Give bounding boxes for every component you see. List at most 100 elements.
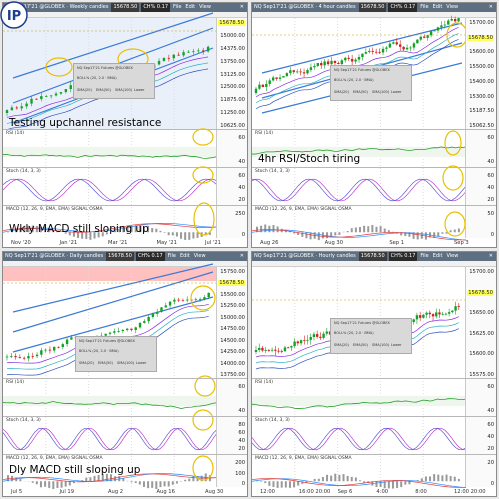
rsi-line [252, 398, 467, 409]
macd-line [3, 223, 218, 233]
macd-histogram-bar [433, 232, 436, 238]
candle-body [192, 51, 195, 53]
overbought-zone [3, 267, 217, 281]
macd-histogram-bar [321, 477, 324, 482]
candle-body [264, 350, 267, 351]
menu-view[interactable]: View [446, 4, 459, 10]
last-price: 15678.50 [358, 3, 387, 12]
candle-body [402, 46, 405, 50]
macd-histogram-bar [138, 481, 141, 485]
candle-body [113, 331, 116, 333]
close-icon[interactable]: ✕ [488, 253, 493, 259]
candle-body [337, 63, 340, 65]
menu-file[interactable]: File [167, 253, 177, 259]
window-title-bar[interactable]: NQ Sep17'21 @GLOBEX · Hourly candles 1567… [252, 252, 496, 261]
macd-histogram-bar [437, 474, 440, 482]
price-axis-label: 14000.00 [220, 360, 245, 367]
candle-body [187, 51, 190, 53]
legend-ma: SMA(20) [77, 88, 92, 92]
menu-file[interactable]: File [173, 4, 182, 10]
menu-view[interactable]: View [193, 253, 206, 259]
menu-edit[interactable]: Edit [432, 253, 443, 259]
highlight-circle [192, 409, 214, 431]
macd-histogram-bar [159, 481, 162, 488]
chart-toolbar[interactable] [3, 12, 247, 18]
candle-body [453, 18, 457, 22]
candle-body [265, 83, 268, 88]
macd-title: MACD (12, 26, 9, EMA, EMA) SIGNAL OSMA [255, 207, 352, 212]
chart-toolbar[interactable] [252, 12, 496, 18]
candle-body [121, 329, 125, 332]
macd-histogram-bar [192, 232, 195, 239]
macd-histogram-bar [359, 227, 361, 233]
candle-body [35, 354, 39, 357]
macd-histogram-bar [122, 478, 125, 482]
menu-view[interactable]: View [199, 4, 211, 10]
menu-edit[interactable]: Edit [432, 4, 443, 10]
stoch-axis-label: 40 [487, 434, 494, 440]
macd-histogram-bar [363, 225, 366, 233]
candle-body [157, 60, 161, 65]
close-icon[interactable]: ✕ [239, 253, 244, 259]
menu-edit[interactable]: Edit [180, 253, 190, 259]
window-title-bar[interactable]: NQ Sep17'21 @GLOBEX · Daily candles 15678… [3, 252, 247, 261]
rsi-line [252, 146, 467, 155]
macd-line [3, 473, 218, 483]
legend-ma: SMA(100) [372, 90, 390, 94]
close-icon[interactable]: ✕ [239, 4, 244, 10]
candle-body [59, 92, 63, 94]
macd-histogram-bar [151, 228, 154, 233]
annotation-text: 4hr RSI/Stoch tiring [258, 153, 361, 165]
macd-histogram-bar [383, 481, 386, 489]
chart-toolbar[interactable] [3, 261, 247, 267]
stoch-axis-label: 60 [238, 430, 245, 436]
rsi-band [3, 395, 217, 407]
candle-body [306, 70, 309, 74]
chart-toolbar[interactable] [252, 261, 496, 267]
macd-axis-label: 50 [487, 211, 494, 217]
legend-ma: EMA(50) [96, 88, 111, 92]
macd-histogram-bar [130, 481, 133, 483]
price-axis-label: 15575.00 [469, 372, 494, 378]
candle-body [201, 50, 205, 52]
candle-body [426, 35, 429, 38]
candle-body [22, 357, 26, 359]
price-axis-label: 15250.00 [220, 303, 245, 310]
price-axis-label: 12500.00 [220, 84, 245, 91]
window-title-bar[interactable]: NQ Sep17'21 @GLOBEX · 4 hour candles 1567… [252, 3, 496, 12]
candle-body [275, 77, 278, 79]
legend-ma: Lower [391, 90, 402, 94]
close-icon[interactable]: ✕ [488, 4, 493, 10]
macd-histogram-bar [60, 481, 63, 488]
candle-body [451, 310, 454, 313]
candle-body [48, 349, 52, 351]
menu-edit[interactable]: Edit [185, 4, 196, 10]
macd-histogram-bar [404, 481, 407, 485]
stoch-line [3, 427, 218, 451]
menu-view[interactable]: View [446, 253, 459, 259]
candle-body [423, 36, 426, 38]
menu-file[interactable]: File [420, 253, 429, 259]
candle-body [286, 347, 290, 349]
window-title-bar[interactable]: NQ Sep17'21 @GLOBEX · Weekly candles 1567… [3, 3, 247, 12]
candle-body [441, 313, 444, 315]
macd-histogram-bar [445, 474, 448, 482]
macd-histogram-bar [85, 232, 88, 240]
macd-histogram-bar [284, 481, 287, 488]
candle-body [323, 61, 326, 66]
candle-body [392, 42, 395, 44]
legend-ma: Lower [391, 343, 402, 347]
menu-file[interactable]: File [420, 4, 429, 10]
macd-panel [252, 454, 496, 456]
macd-histogram-bar [256, 226, 258, 233]
candle-body [53, 346, 56, 351]
annotation-text: Testing upchannel resistance [9, 117, 162, 129]
macd-histogram-bar [383, 228, 386, 233]
legend-ma: SMA(100) [117, 361, 135, 365]
macd-histogram-bar [105, 232, 108, 235]
candle-body [280, 350, 283, 352]
macd-histogram-bar [379, 226, 382, 233]
candle-body [44, 349, 47, 351]
candle-body [167, 57, 171, 59]
macd-histogram-bar [39, 481, 42, 488]
